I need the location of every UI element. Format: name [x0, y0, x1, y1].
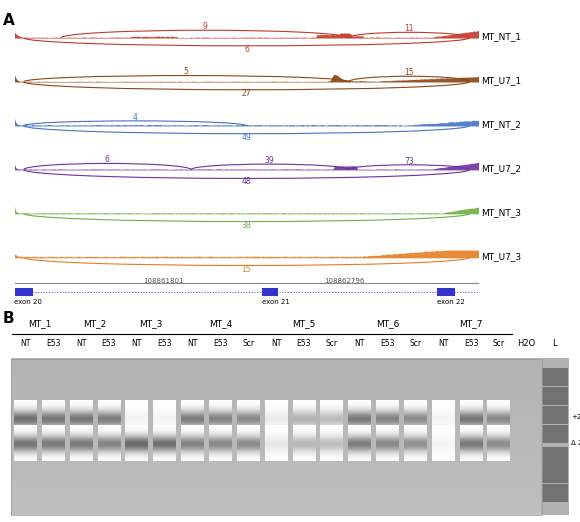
Text: MT_U7_2: MT_U7_2 [481, 164, 521, 173]
Text: MT_7: MT_7 [459, 319, 483, 328]
Text: NT: NT [76, 339, 86, 348]
Text: 108862796: 108862796 [324, 278, 364, 284]
Text: NT: NT [132, 339, 142, 348]
Text: 4: 4 [133, 113, 137, 122]
Text: 6: 6 [105, 156, 110, 164]
Text: 73: 73 [404, 157, 414, 165]
Text: B: B [3, 311, 14, 326]
Text: A: A [3, 13, 14, 28]
Text: Δ 21: Δ 21 [571, 440, 580, 446]
Text: 15: 15 [242, 265, 251, 274]
Bar [262, 288, 278, 296]
Text: H2O: H2O [517, 339, 536, 348]
Text: NT: NT [354, 339, 365, 348]
Text: E53: E53 [297, 339, 311, 348]
Text: E53: E53 [464, 339, 478, 348]
Text: 108861801: 108861801 [143, 278, 183, 284]
Text: 15: 15 [404, 68, 414, 77]
Text: MT_U7_3: MT_U7_3 [481, 252, 521, 261]
Text: MT_4: MT_4 [209, 319, 232, 328]
Text: MT_NT_1: MT_NT_1 [481, 32, 521, 41]
Text: 9: 9 [202, 22, 207, 31]
Text: Scr: Scr [326, 339, 338, 348]
Text: MT_NT_2: MT_NT_2 [481, 120, 521, 129]
Bar [14, 288, 33, 296]
Bar [12, 359, 542, 515]
Bar [437, 288, 455, 296]
Text: MT_1: MT_1 [28, 319, 51, 328]
Text: Scr: Scr [493, 339, 505, 348]
Text: Scr: Scr [242, 339, 254, 348]
Text: MT_5: MT_5 [292, 319, 316, 328]
Text: MT_3: MT_3 [139, 319, 162, 328]
Text: exon 22: exon 22 [437, 299, 465, 305]
Text: +21: +21 [571, 414, 580, 420]
Text: NT: NT [187, 339, 198, 348]
Text: 49: 49 [242, 133, 251, 142]
Text: E53: E53 [46, 339, 60, 348]
Text: 5: 5 [184, 67, 189, 77]
Text: MT_NT_3: MT_NT_3 [481, 208, 521, 217]
Text: 48: 48 [242, 177, 251, 186]
Text: exon 21: exon 21 [262, 299, 289, 305]
Text: L: L [552, 339, 557, 348]
Text: MT_2: MT_2 [84, 319, 107, 328]
Text: 27: 27 [242, 89, 251, 98]
Text: MT_U7_1: MT_U7_1 [481, 76, 521, 85]
Text: exon 20: exon 20 [14, 299, 42, 305]
Text: Scr: Scr [409, 339, 422, 348]
Text: NT: NT [20, 339, 31, 348]
Text: 6: 6 [244, 45, 249, 54]
Text: NT: NT [271, 339, 281, 348]
Text: NT: NT [438, 339, 448, 348]
Text: E53: E53 [380, 339, 395, 348]
Text: E53: E53 [102, 339, 116, 348]
Text: 11: 11 [404, 24, 414, 33]
Text: E53: E53 [157, 339, 172, 348]
Text: E53: E53 [213, 339, 227, 348]
Text: 39: 39 [265, 156, 274, 165]
Text: 38: 38 [242, 221, 251, 230]
Text: MT_6: MT_6 [376, 319, 399, 328]
